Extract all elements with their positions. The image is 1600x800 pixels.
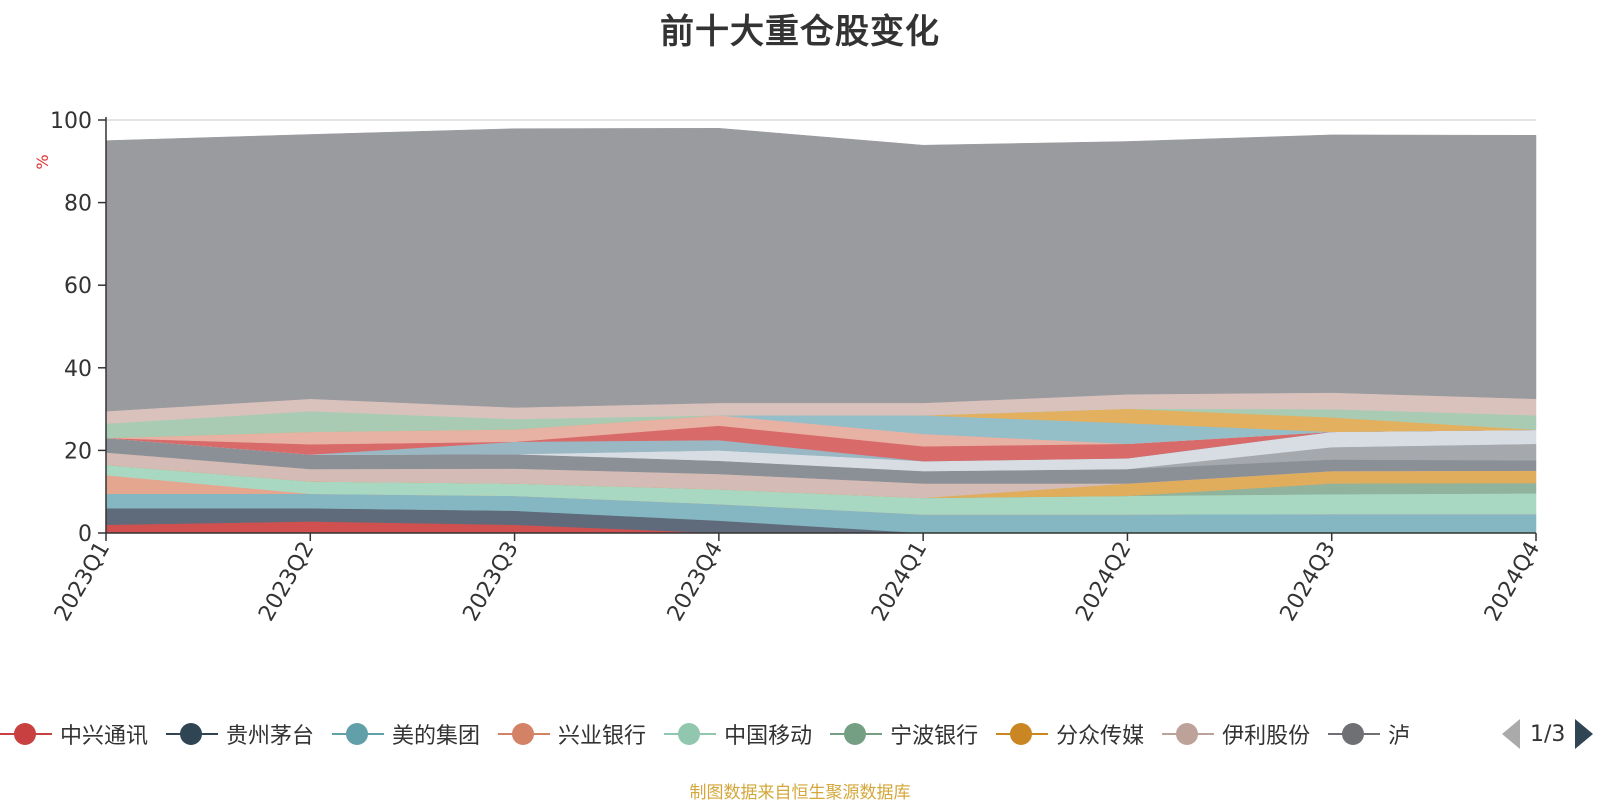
legend-item[interactable]: 兴业银行 — [498, 714, 660, 754]
y-tick-label: 100 — [50, 109, 92, 134]
source-note: 制图数据来自恒生聚源数据库 — [689, 783, 911, 800]
legend-item[interactable]: 中国移动 — [664, 714, 826, 754]
chart-title: 前十大重仓股变化 — [660, 12, 940, 52]
legend-item[interactable]: 美的集团 — [332, 714, 494, 754]
x-tick-label: 2024Q1 — [867, 538, 932, 626]
legend-marker-icon — [830, 722, 883, 746]
legend-pager: 1/3 — [1500, 714, 1600, 754]
x-tick-label: 2024Q2 — [1071, 538, 1136, 626]
legend: 中兴通讯 贵州茅台 美的集团 兴业银行 中国移动 宁波银行 分众传媒 伊利股份 泸 1/3 — [0, 714, 1600, 754]
legend-label: 伊利股份 — [1222, 724, 1311, 749]
legend-label: 贵州茅台 — [226, 724, 315, 749]
x-tick-label: 2024Q3 — [1276, 538, 1341, 626]
legend-marker-icon — [1328, 722, 1381, 746]
y-tick-label: 0 — [78, 522, 92, 547]
legend-label: 分众传媒 — [1056, 724, 1145, 749]
y-tick-label: 80 — [64, 192, 92, 217]
legend-item[interactable]: 贵州茅台 — [166, 714, 328, 754]
x-tick-label: 2024Q4 — [1480, 538, 1545, 626]
legend-label: 美的集团 — [392, 724, 481, 749]
legend-label: 中兴通讯 — [60, 724, 149, 749]
legend-item[interactable]: 泸 — [1328, 714, 1424, 754]
legend-item[interactable]: 伊利股份 — [1162, 714, 1324, 754]
legend-item[interactable]: 宁波银行 — [830, 714, 992, 754]
y-tick-label: 60 — [64, 274, 92, 299]
y-axis-label: % — [33, 154, 52, 169]
legend-marker-icon — [664, 722, 717, 746]
y-tick-label: 20 — [64, 439, 92, 464]
x-tick-label: 2023Q2 — [254, 538, 319, 626]
legend-marker-icon — [0, 722, 52, 746]
y-tick-label: 40 — [64, 357, 92, 382]
area-series-18[interactable] — [105, 128, 1537, 412]
legend-page-indicator: 1/3 — [1530, 721, 1566, 747]
legend-label: 宁波银行 — [890, 724, 979, 749]
legend-marker-icon — [166, 722, 219, 746]
legend-next-page-arrow-icon[interactable] — [1575, 719, 1594, 749]
area-series-group — [105, 128, 1537, 534]
legend-marker-icon — [1162, 722, 1215, 746]
legend-item[interactable]: 分众传媒 — [996, 714, 1158, 754]
x-tick-label: 2023Q4 — [663, 538, 728, 626]
legend-marker-icon — [498, 722, 551, 746]
legend-prev-page-arrow-icon[interactable] — [1502, 719, 1520, 749]
legend-label: 泸 — [1388, 724, 1411, 749]
legend-label: 兴业银行 — [558, 724, 647, 749]
x-tick-label: 2023Q3 — [458, 538, 523, 626]
legend-items: 中兴通讯 贵州茅台 美的集团 兴业银行 中国移动 宁波银行 分众传媒 伊利股份 泸 — [0, 714, 1480, 754]
x-tick-label: 2023Q1 — [50, 538, 115, 626]
legend-item[interactable]: 中兴通讯 — [0, 714, 162, 754]
legend-label: 中国移动 — [724, 724, 813, 749]
legend-marker-icon — [332, 722, 385, 746]
legend-marker-icon — [996, 722, 1049, 746]
